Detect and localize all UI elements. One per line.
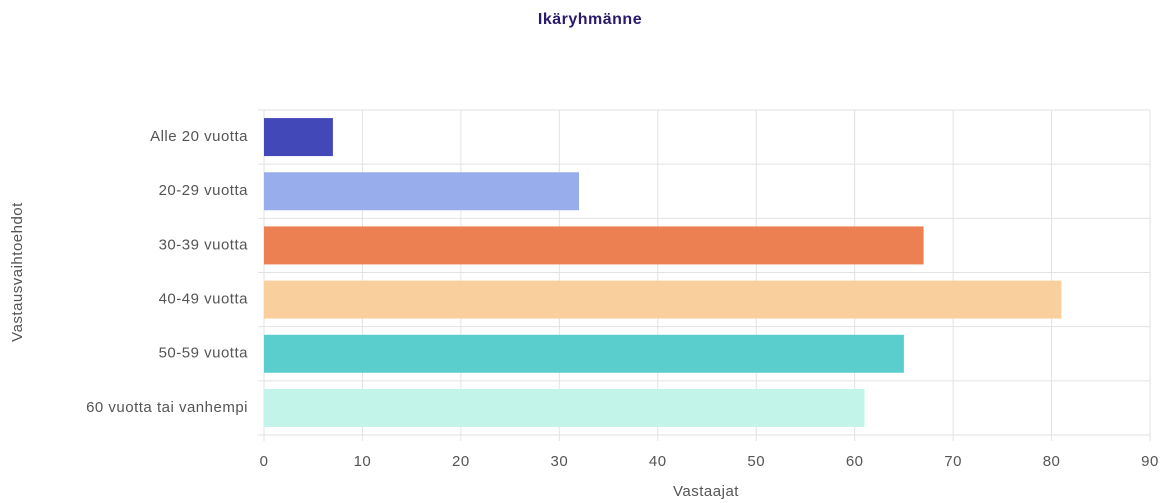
x-tick-label: 80 (1043, 453, 1061, 470)
bar (264, 226, 924, 265)
chart-title: Ikäryhmänne (538, 11, 642, 28)
bar (264, 118, 333, 157)
bar (264, 388, 865, 427)
x-tick-label: 60 (846, 453, 864, 470)
y-tick-label: 20-29 vuotta (159, 182, 249, 199)
y-axis-label: Vastausvaihtoehdot (9, 202, 26, 342)
y-tick-label: 40-49 vuotta (159, 291, 249, 308)
x-tick-label: 70 (944, 453, 962, 470)
bar (264, 172, 580, 211)
bar (264, 334, 904, 373)
x-tick-label: 10 (354, 453, 372, 470)
y-tick-label: Alle 20 vuotta (150, 128, 248, 145)
x-tick-label: 90 (1141, 453, 1159, 470)
x-axis-label: Vastaajat (673, 483, 739, 500)
x-tick-label: 40 (649, 453, 667, 470)
y-tick-label: 30-39 vuotta (159, 236, 249, 253)
x-tick-label: 20 (452, 453, 470, 470)
bar (264, 280, 1062, 319)
x-tick-label: 50 (747, 453, 765, 470)
y-tick-label: 60 vuotta tai vanhempi (86, 399, 248, 416)
y-tick-label: 50-59 vuotta (159, 345, 249, 362)
x-tick-label: 0 (260, 453, 269, 470)
x-tick-label: 30 (550, 453, 568, 470)
